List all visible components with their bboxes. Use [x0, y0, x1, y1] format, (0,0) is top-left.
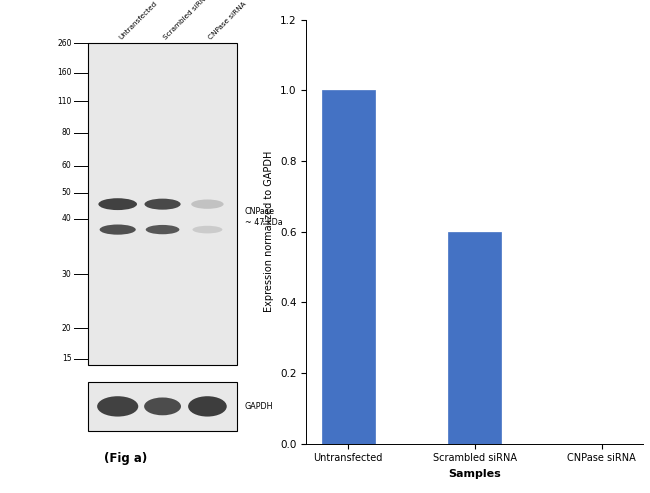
Ellipse shape [192, 226, 222, 233]
Ellipse shape [144, 397, 181, 415]
X-axis label: Samples: Samples [448, 469, 501, 479]
Text: (Fig a): (Fig a) [103, 452, 147, 465]
Text: 30: 30 [62, 270, 72, 279]
Ellipse shape [99, 224, 136, 235]
Text: 60: 60 [62, 162, 72, 171]
Text: Untransfected: Untransfected [118, 0, 158, 41]
Text: 15: 15 [62, 354, 72, 363]
Text: 20: 20 [62, 324, 72, 333]
Text: Scrambled siRNA: Scrambled siRNA [162, 0, 211, 41]
FancyBboxPatch shape [88, 382, 237, 431]
Ellipse shape [146, 225, 179, 234]
FancyBboxPatch shape [88, 43, 237, 365]
Ellipse shape [188, 396, 227, 417]
Bar [448, 232, 502, 444]
Ellipse shape [191, 200, 224, 209]
Bar [322, 90, 375, 444]
Text: GAPDH: GAPDH [245, 402, 273, 411]
Text: 260: 260 [57, 38, 72, 47]
Text: CNPase siRNA: CNPase siRNA [207, 1, 248, 41]
Text: 40: 40 [62, 214, 72, 223]
Ellipse shape [144, 199, 181, 210]
Ellipse shape [98, 198, 137, 210]
Text: CNPase
~ 47 kDa: CNPase ~ 47 kDa [245, 207, 283, 227]
Y-axis label: Expression normalized to GAPDH: Expression normalized to GAPDH [265, 151, 274, 313]
Ellipse shape [97, 396, 138, 417]
Text: 160: 160 [57, 68, 72, 77]
Text: 80: 80 [62, 128, 72, 138]
Text: 50: 50 [62, 188, 72, 197]
Text: 110: 110 [57, 97, 72, 106]
